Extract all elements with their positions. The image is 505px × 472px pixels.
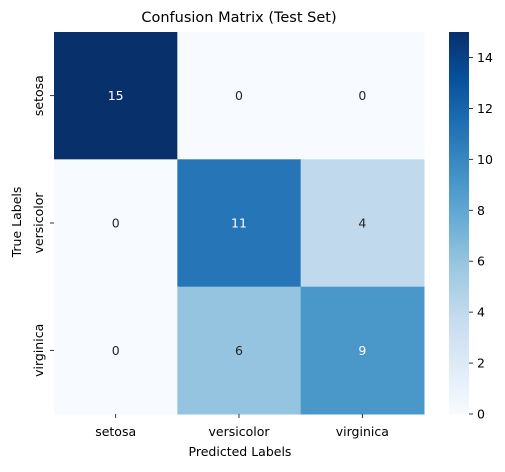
colorbar-tick-label: 6: [477, 254, 485, 269]
x-tick-label: setosa: [95, 424, 136, 439]
heatmap-cell: [300, 32, 425, 160]
cell-value-label: 0: [112, 343, 120, 358]
y-tick-label: setosa: [31, 75, 46, 116]
colorbar-tick-label: 14: [477, 50, 493, 65]
chart-title: Confusion Matrix (Test Set): [141, 10, 336, 26]
cell-value-label: 4: [358, 216, 366, 231]
x-axis-ticks: setosa versicolor virginica: [95, 414, 389, 439]
y-axis-label: True Labels: [9, 187, 24, 259]
heatmap-cell: [54, 159, 178, 288]
colorbar-tick-label: 4: [477, 305, 485, 320]
heatmap-cell: [177, 286, 302, 415]
x-tick-label: virginica: [336, 424, 389, 439]
heatmap-cell: [300, 286, 425, 415]
cell-value-label: 0: [235, 88, 243, 103]
heatmap-cell: [54, 32, 178, 160]
cell-value-label: 0: [358, 88, 366, 103]
colorbar-tick-label: 12: [477, 101, 493, 116]
cell-value-label: 11: [231, 216, 247, 231]
cell-value-label: 15: [108, 88, 124, 103]
heatmap-cell: [177, 159, 302, 288]
y-axis-ticks: setosa versicolor virginica: [31, 75, 54, 377]
cell-value-label: 0: [112, 216, 120, 231]
x-axis-label: Predicted Labels: [189, 444, 292, 459]
heatmap-cells: [54, 32, 425, 415]
y-tick-label: versicolor: [31, 192, 46, 254]
cell-value-label: 9: [358, 343, 366, 358]
heatmap-annotations: 15 0 0 0 11 4 0 6 9: [108, 88, 367, 358]
colorbar-tick-label: 8: [477, 203, 485, 218]
y-tick-label: virginica: [31, 324, 46, 377]
colorbar-ticks: 0 2 4 6 8 10 12 14: [469, 50, 493, 422]
colorbar: [449, 32, 469, 414]
colorbar-tick-label: 10: [477, 152, 493, 167]
cell-value-label: 6: [235, 343, 243, 358]
heatmap-cell: [300, 159, 425, 288]
heatmap-cell: [54, 286, 178, 415]
heatmap-cell: [177, 32, 302, 160]
colorbar-tick-label: 0: [477, 407, 485, 422]
x-tick-label: versicolor: [209, 424, 271, 439]
colorbar-tick-label: 2: [477, 356, 485, 371]
